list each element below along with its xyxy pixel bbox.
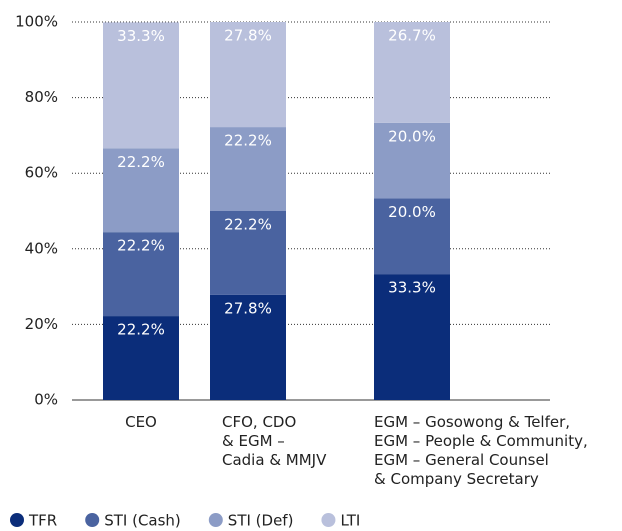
legend-label: STI (Def) — [228, 512, 294, 530]
value-label: 22.2% — [117, 153, 165, 171]
value-label: 20.0% — [388, 127, 436, 145]
bar-segment — [210, 211, 286, 295]
legend-swatch — [208, 513, 223, 527]
bar-segment — [103, 22, 179, 149]
value-label: 33.3% — [117, 27, 165, 45]
value-label: 26.7% — [388, 27, 436, 45]
legend-label: LTI — [340, 512, 360, 530]
y-tick-label: 20% — [25, 315, 58, 333]
legend-swatch — [85, 513, 100, 527]
value-label: 27.8% — [224, 27, 272, 45]
bar-segment — [103, 232, 179, 317]
bar-segment — [374, 22, 450, 123]
value-label: 22.2% — [224, 216, 272, 234]
y-tick-label: 80% — [25, 88, 58, 106]
bar-segment — [103, 316, 179, 400]
value-label: 27.8% — [224, 299, 272, 317]
bar-segment — [374, 198, 450, 275]
bar-segment — [103, 148, 179, 233]
legend-label: TFR — [28, 512, 57, 530]
legend-label: STI (Cash) — [104, 512, 181, 530]
y-tick-label: 100% — [15, 13, 58, 31]
value-label: 33.3% — [388, 279, 436, 297]
x-tick-label: EGM – Gosowong & Telfer, EGM – People & C… — [374, 413, 588, 488]
bar-segment — [374, 274, 450, 400]
value-label: 22.2% — [117, 321, 165, 339]
y-tick-label: 60% — [25, 164, 58, 182]
x-tick-label: CFO, CDO & EGM – Cadia & MMJV — [222, 413, 327, 469]
bar-segment — [374, 122, 450, 199]
value-label: 20.0% — [388, 203, 436, 221]
y-tick-label: 0% — [34, 391, 58, 409]
y-tick-label: 40% — [25, 239, 58, 257]
bar-segment — [210, 127, 286, 211]
legend-swatch — [10, 513, 24, 527]
bar-segment — [210, 22, 286, 128]
bar-segment — [210, 294, 286, 400]
x-tick-label: CEO — [125, 413, 157, 431]
value-label: 22.2% — [224, 132, 272, 150]
value-label: 22.2% — [117, 237, 165, 255]
legend-swatch — [321, 513, 336, 527]
